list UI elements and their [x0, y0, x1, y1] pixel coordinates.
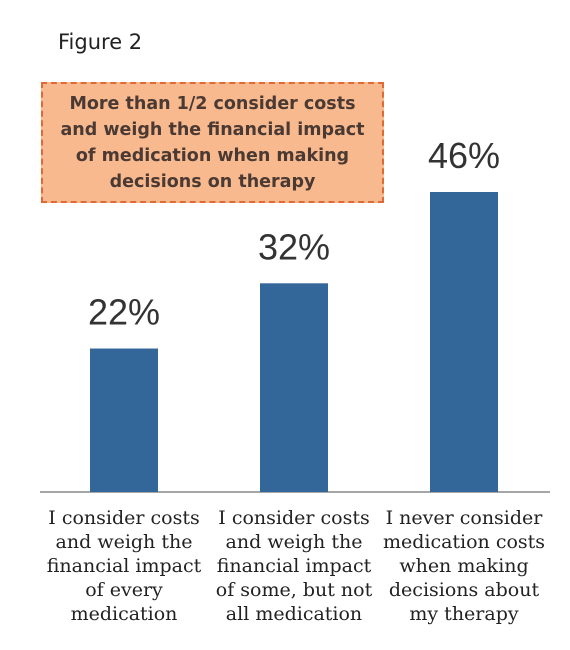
bar — [260, 283, 328, 492]
value-labels-group: 22% 32% 46% — [88, 135, 500, 333]
category-label: I consider costs and weigh the financial… — [215, 507, 373, 625]
value-label: 32% — [258, 226, 330, 267]
bars-group — [90, 192, 498, 492]
bar — [430, 192, 498, 492]
value-label: 22% — [88, 292, 160, 333]
category-label: I never consider medication costs when m… — [382, 507, 546, 625]
callout-text: More than 1/2 consider costs and weigh t… — [60, 93, 365, 192]
callout-box: More than 1/2 consider costs and weigh t… — [41, 82, 384, 203]
value-label: 46% — [428, 135, 500, 176]
figure-label: Figure 2 — [58, 30, 143, 54]
category-label: I consider costs and weigh the financial… — [46, 507, 202, 625]
bar — [90, 348, 158, 492]
